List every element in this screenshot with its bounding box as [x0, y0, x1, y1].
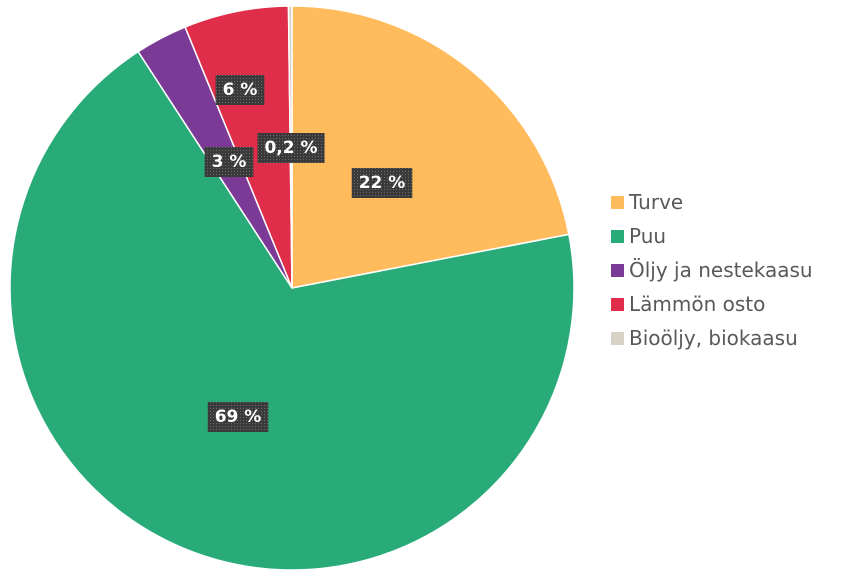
legend-label-biooljy: Bioöljy, biokaasu	[629, 326, 798, 350]
legend-swatch-oljy	[611, 264, 624, 277]
legend-label-lammon-osto: Lämmön osto	[629, 292, 765, 316]
label-biooljy-biokaasu: 0,2 %	[258, 133, 325, 163]
legend-swatch-biooljy	[611, 332, 624, 345]
legend-label-turve: Turve	[629, 190, 683, 214]
legend-swatch-puu	[611, 230, 624, 243]
legend-label-oljy: Öljy ja nestekaasu	[629, 258, 813, 282]
label-puu: 69 %	[208, 402, 269, 432]
legend: Turve Puu Öljy ja nestekaasu Lämmön osto…	[611, 185, 813, 355]
label-turve-text: 22 %	[359, 173, 406, 193]
label-puu-text: 69 %	[215, 407, 262, 427]
label-turve: 22 %	[352, 168, 413, 198]
label-lammon-osto-text: 6 %	[223, 80, 258, 100]
label-lammon-osto: 6 %	[216, 75, 265, 105]
legend-swatch-turve	[611, 196, 624, 209]
label-oljy-ja-nestekaasu-text: 3 %	[212, 152, 247, 172]
legend-item-lammon-osto: Lämmön osto	[611, 287, 813, 321]
legend-item-turve: Turve	[611, 185, 813, 219]
label-oljy-ja-nestekaasu: 3 %	[205, 147, 254, 177]
legend-item-biooljy: Bioöljy, biokaasu	[611, 321, 813, 355]
label-biooljy-biokaasu-text: 0,2 %	[264, 138, 317, 158]
legend-item-puu: Puu	[611, 219, 813, 253]
legend-item-oljy: Öljy ja nestekaasu	[611, 253, 813, 287]
legend-label-puu: Puu	[629, 224, 666, 248]
legend-swatch-lammon-osto	[611, 298, 624, 311]
